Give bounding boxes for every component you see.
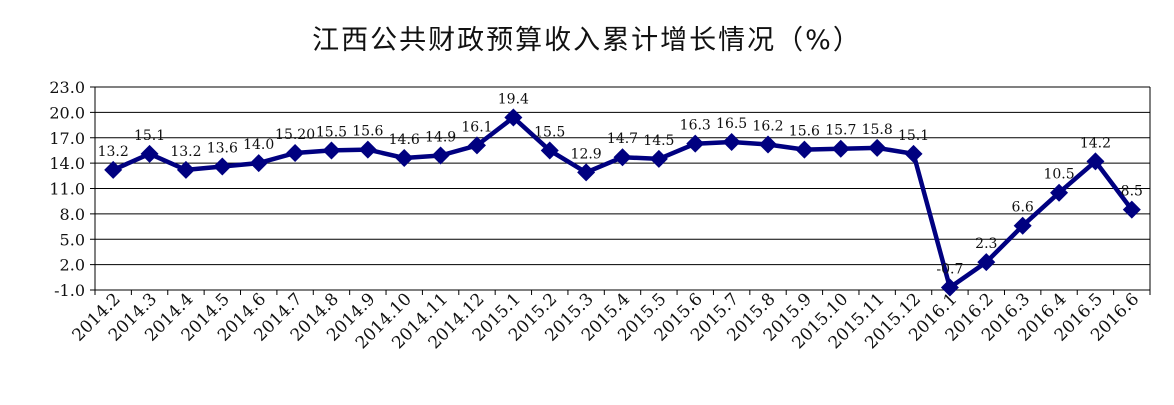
- y-tick-label: 5.0: [60, 230, 85, 249]
- data-point: [613, 148, 632, 167]
- data-point: [795, 140, 814, 159]
- data-label: 16.1: [461, 119, 492, 135]
- data-label: 12.9: [571, 146, 602, 162]
- data-point: [140, 144, 159, 163]
- data-point: [176, 160, 195, 179]
- data-label: 14.2: [1080, 135, 1111, 151]
- y-tick-label: 14.0: [49, 154, 85, 173]
- data-point: [1050, 183, 1069, 202]
- data-label: 14.6: [389, 132, 420, 148]
- y-tick-label: 8.0: [60, 205, 85, 224]
- data-point: [940, 278, 959, 297]
- data-label: 6.6: [1012, 200, 1034, 216]
- data-point: [1013, 216, 1032, 235]
- data-point: [286, 143, 305, 162]
- data-label: 13.2: [98, 144, 129, 160]
- data-label: 16.2: [752, 119, 783, 135]
- data-label: 15.7: [825, 123, 856, 139]
- data-point: [1122, 200, 1141, 219]
- gridlines: [95, 86, 1150, 291]
- data-label: 15.1: [134, 128, 165, 144]
- data-point: [540, 141, 559, 160]
- data-point: [759, 135, 778, 154]
- data-point: [577, 163, 596, 182]
- data-label: 14.5: [643, 133, 674, 149]
- y-tick-label: 2.0: [60, 256, 85, 275]
- data-label: 16.5: [716, 116, 747, 132]
- data-point: [213, 157, 232, 176]
- series-markers: [104, 108, 1141, 297]
- data-label: 16.3: [680, 118, 711, 134]
- y-tick-label: 11.0: [49, 180, 85, 199]
- data-label: 13.2: [170, 144, 201, 160]
- axes: [90, 86, 1151, 295]
- data-label: 15.5: [534, 124, 565, 140]
- data-label: 15.6: [789, 124, 820, 140]
- data-label: 15.20: [275, 127, 315, 143]
- data-point: [431, 146, 450, 165]
- data-point: [104, 160, 123, 179]
- data-label: 14.7: [607, 131, 638, 147]
- chart-title: 江西公共财政预算收入累计增长情况（%）: [312, 25, 862, 56]
- data-point: [977, 253, 996, 272]
- data-point: [358, 140, 377, 159]
- data-point: [831, 139, 850, 158]
- data-point: [467, 136, 486, 155]
- data-labels: 13.215.113.2 13.6 14.015.20 15.5 15.614.6 14.…: [98, 91, 1143, 277]
- data-label: 2.3: [975, 236, 997, 252]
- data-point: [649, 149, 668, 168]
- data-point: [686, 134, 705, 153]
- data-label: -0.7: [936, 261, 963, 277]
- data-label: 10.5: [1043, 167, 1074, 183]
- y-tick-label: 20.0: [49, 103, 85, 122]
- data-label: 14.0: [243, 137, 274, 153]
- y-tick-label: -1.0: [54, 281, 85, 300]
- data-label: 15.6: [352, 124, 383, 140]
- data-point: [904, 144, 923, 163]
- x-tick-labels: 2014.22014.32014.42014.52014.62014.72014…: [69, 289, 1144, 353]
- y-tick-label: 23.0: [49, 78, 85, 97]
- data-point: [722, 132, 741, 151]
- data-point: [322, 141, 341, 160]
- data-point: [249, 154, 268, 173]
- data-label: 15.1: [898, 128, 929, 144]
- data-point: [1086, 152, 1105, 171]
- data-label: 15.8: [862, 122, 893, 138]
- data-label: 15.5: [316, 124, 347, 140]
- data-point: [504, 108, 523, 127]
- y-tick-labels: 23.0 20.0 17.0 14.0 11.0 8.0 5.0 2.0 -1.0: [49, 78, 85, 300]
- data-point: [868, 138, 887, 157]
- data-label: 19.4: [498, 91, 529, 107]
- data-point: [395, 149, 414, 168]
- data-label: 14.9: [425, 130, 456, 146]
- y-tick-label: 17.0: [49, 129, 85, 148]
- data-label: 8.5: [1121, 184, 1143, 200]
- data-label: 13.6: [207, 141, 238, 157]
